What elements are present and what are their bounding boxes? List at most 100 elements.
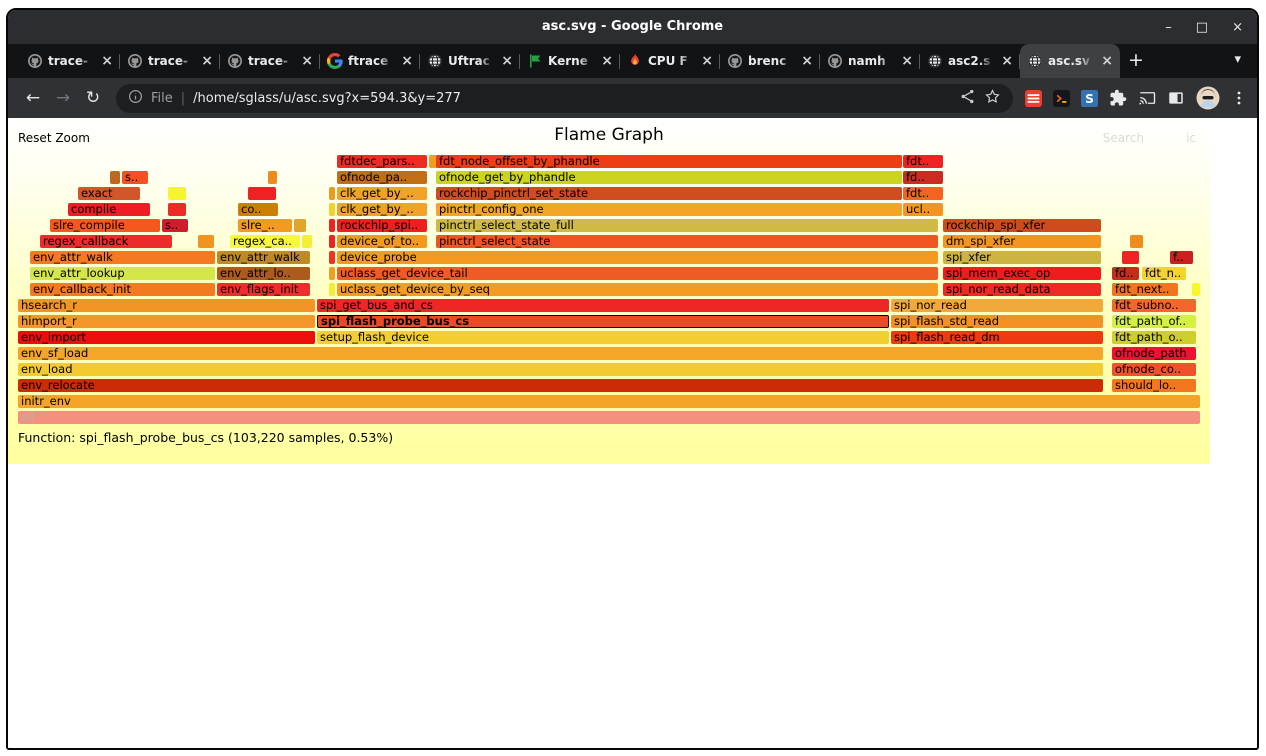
flame-frame-fdt-[interactable]: fdt.. — [903, 155, 943, 168]
flame-frame[interactable] — [329, 267, 335, 280]
flame-frame-clk-get-by-[interactable]: clk_get_by_.. — [337, 203, 427, 216]
tab-close-icon[interactable]: × — [401, 53, 413, 69]
browser-tab-trace-[interactable]: trace- × — [220, 44, 320, 78]
flame-frame[interactable] — [1130, 235, 1143, 248]
flame-frame-should-lo-[interactable]: should_lo.. — [1112, 379, 1196, 392]
flame-frame[interactable] — [168, 203, 186, 216]
flame-frame-fd-[interactable]: fd.. — [1112, 267, 1139, 280]
flame-frame-env-attr-lo-[interactable]: env_attr_lo.. — [217, 267, 310, 280]
browser-tab-trace-[interactable]: trace- × — [120, 44, 220, 78]
flame-frame-fdt-n-[interactable]: fdt_n.. — [1142, 267, 1186, 280]
flame-frame[interactable] — [110, 171, 120, 184]
flame-frame-fdt-path-of-[interactable]: fdt_path_of.. — [1112, 315, 1196, 328]
flame-frame-spi-nor-read-data[interactable]: spi_nor_read_data — [943, 283, 1101, 296]
flame-frame-ofnode-co-[interactable]: ofnode_co.. — [1112, 363, 1196, 376]
flame-frame-spi-mem-exec-op[interactable]: spi_mem_exec_op — [943, 267, 1101, 280]
flame-frame-f-[interactable]: f.. — [1170, 251, 1193, 264]
flame-frame-spi-xfer[interactable]: spi_xfer — [943, 251, 1101, 264]
sublime-icon[interactable]: S — [1081, 89, 1098, 107]
tab-close-icon[interactable]: × — [701, 53, 713, 69]
flame-frame-hsearch-r[interactable]: hsearch_r — [18, 299, 315, 312]
flame-frame-ucl-[interactable]: ucl.. — [903, 203, 943, 216]
close-button[interactable]: × — [1232, 19, 1243, 35]
flame-frame-ofnode-pa-[interactable]: ofnode_pa.. — [337, 171, 427, 184]
flame-frame-s-[interactable]: s.. — [122, 171, 148, 184]
tab-close-icon[interactable]: × — [1101, 53, 1113, 69]
flame-frame[interactable] — [329, 235, 335, 248]
flame-frame-env-sf-load[interactable]: env_sf_load — [18, 347, 1103, 360]
flame-frame-all[interactable]: all — [18, 411, 1200, 424]
browser-tab-uftrac[interactable]: Uftrac × — [420, 44, 520, 78]
puzzle-icon[interactable] — [1109, 89, 1127, 107]
flame-frame-uclass-get-device-tail[interactable]: uclass_get_device_tail — [337, 267, 938, 280]
browser-tab-cpu-f[interactable]: CPU F × — [620, 44, 720, 78]
tab-close-icon[interactable]: × — [901, 53, 913, 69]
new-tab-button[interactable]: + — [1128, 49, 1144, 71]
tab-close-icon[interactable]: × — [101, 53, 113, 69]
flame-frame-clk-get-by-[interactable]: clk_get_by_.. — [337, 187, 427, 200]
browser-tab-trace-[interactable]: trace- × — [20, 44, 120, 78]
flame-frame-ofnode-get-by-phandle[interactable]: ofnode_get_by_phandle — [436, 171, 902, 184]
bookmark-star-icon[interactable] — [984, 88, 1001, 109]
flame-frame-fdt-next-[interactable]: fdt_next.. — [1112, 283, 1178, 296]
flame-frame-fdtdec-pars-[interactable]: fdtdec_pars.. — [337, 155, 427, 168]
flame-frame-pinctrl-select-state-full[interactable]: pinctrl_select_state_full — [436, 219, 938, 232]
browser-tab-ftrace[interactable]: ftrace × — [320, 44, 420, 78]
terminal-icon[interactable] — [1053, 89, 1070, 107]
flame-frame[interactable] — [168, 187, 186, 200]
flame-frame[interactable] — [198, 235, 214, 248]
flame-frame-slre-compile[interactable]: slre_compile — [50, 219, 160, 232]
flame-frame[interactable] — [248, 187, 276, 200]
flame-frame-rockchip-spi-xfer[interactable]: rockchip_spi_xfer — [943, 219, 1101, 232]
search-button[interactable]: Search — [1102, 131, 1144, 145]
tab-close-icon[interactable]: × — [501, 53, 513, 69]
back-button[interactable]: ← — [25, 88, 41, 108]
flame-frame-env-callback-init[interactable]: env_callback_init — [30, 283, 215, 296]
flame-frame-co-[interactable]: co.. — [238, 203, 278, 216]
flame-frame-fdt-node-offset-by-phandle[interactable]: fdt_node_offset_by_phandle — [436, 155, 902, 168]
flame-frame-initr-env[interactable]: initr_env — [18, 395, 1200, 408]
maximize-button[interactable]: □ — [1195, 19, 1209, 35]
flame-frame[interactable] — [429, 155, 438, 168]
flame-frame[interactable] — [1192, 283, 1200, 296]
url-text[interactable]: /home/sglass/u/asc.svg?x=594.3&y=277 — [193, 90, 461, 106]
flame-frame-himport-r[interactable]: himport_r — [18, 315, 315, 328]
flame-frame-pinctrl-config-one[interactable]: pinctrl_config_one — [436, 203, 902, 216]
flame-frame-pinctrl-select-state[interactable]: pinctrl_select_state — [436, 235, 938, 248]
flame-frame-env-attr-lookup[interactable]: env_attr_lookup — [30, 267, 215, 280]
flame-frame[interactable] — [1122, 251, 1139, 264]
flame-frame-dm-spi-xfer[interactable]: dm_spi_xfer — [943, 235, 1101, 248]
tab-close-icon[interactable]: × — [801, 53, 813, 69]
flame-frame[interactable] — [329, 203, 335, 216]
flame-frame-exact[interactable]: exact — [78, 187, 140, 200]
flame-frame-env-load[interactable]: env_load — [18, 363, 1103, 376]
flame-frame-env-flags-init[interactable]: env_flags_init — [217, 283, 310, 296]
flame-frame-regex-callback[interactable]: regex_callback — [40, 235, 172, 248]
flame-frame-fd-[interactable]: fd.. — [903, 171, 943, 184]
flame-frame-fdt-subno-[interactable]: fdt_subno.. — [1112, 299, 1196, 312]
flame-frame-rockchip-spi-[interactable]: rockchip_spi.. — [337, 219, 427, 232]
flame-frame-uclass-get-device-by-seq[interactable]: uclass_get_device_by_seq — [337, 283, 938, 296]
flame-frame-spi-flash-probe-bus-cs[interactable]: spi_flash_probe_bus_cs — [317, 315, 889, 328]
flame-frame-spi-flash-std-read[interactable]: spi_flash_std_read — [891, 315, 1103, 328]
flame-frame-env-attr-walk[interactable]: env_attr_walk — [30, 251, 215, 264]
tab-close-icon[interactable]: × — [301, 53, 313, 69]
flame-frame-device-of-to-[interactable]: device_of_to.. — [337, 235, 427, 248]
reset-zoom-button[interactable]: Reset Zoom — [18, 131, 90, 145]
flame-frame-env-attr-walk[interactable]: env_attr_walk — [217, 251, 310, 264]
flame-frame-setup-flash-device[interactable]: setup_flash_device — [317, 331, 889, 344]
flame-frame-ofnode-path[interactable]: ofnode_path — [1112, 347, 1196, 360]
browser-tab-brenc[interactable]: brenc × — [720, 44, 820, 78]
tab-overflow-chevron-down-icon[interactable]: ▾ — [1234, 52, 1241, 67]
flame-frame-spi-nor-read[interactable]: spi_nor_read — [891, 299, 1103, 312]
flame-frame[interactable] — [329, 251, 335, 264]
flame-frame-device-probe[interactable]: device_probe — [337, 251, 938, 264]
flame-frame[interactable] — [329, 283, 335, 296]
flame-frame[interactable] — [329, 187, 335, 200]
flame-frame-fdt-[interactable]: fdt.. — [903, 187, 943, 200]
flame-frame[interactable] — [302, 235, 312, 248]
flame-frame-regex-ca-[interactable]: regex_ca.. — [230, 235, 300, 248]
minimize-button[interactable]: – — [1165, 19, 1172, 35]
kebab-icon[interactable] — [1231, 90, 1247, 106]
browser-tab-namh[interactable]: namh × — [820, 44, 920, 78]
